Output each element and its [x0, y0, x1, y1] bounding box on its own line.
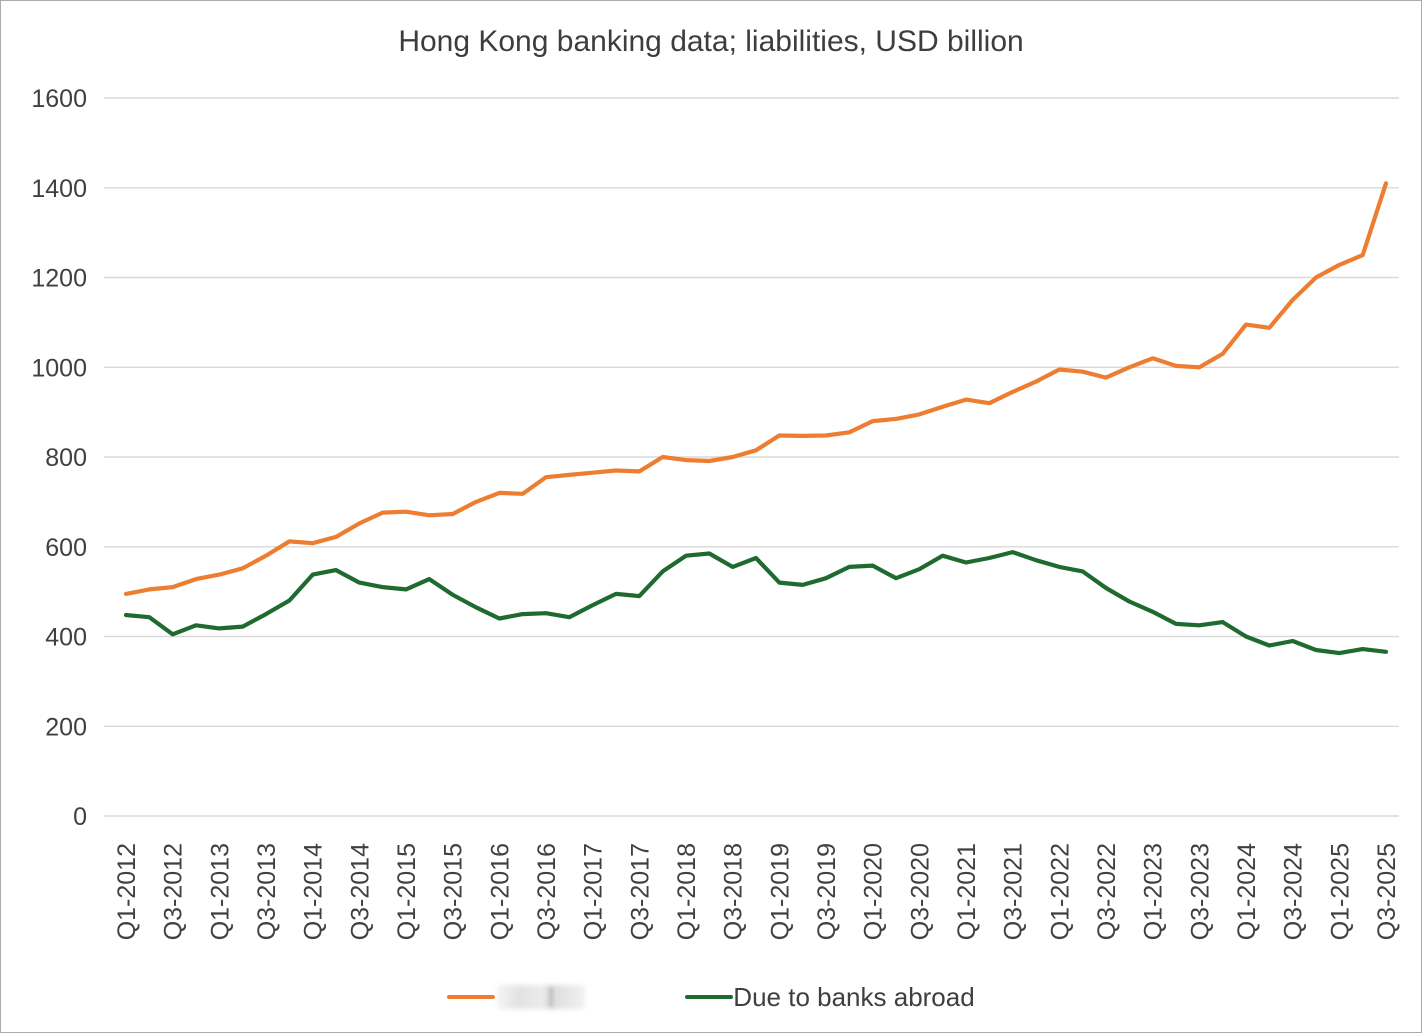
y-axis-tick-label: 1400 [31, 175, 87, 203]
x-axis-tick-label: Q3-2021 [1000, 843, 1028, 940]
x-axis-tick-label: Q1-2025 [1326, 843, 1354, 940]
x-axis-tick-label: Q3-2024 [1280, 843, 1308, 940]
x-axis-tick-label: Q1-2014 [300, 843, 328, 940]
y-axis-tick-label: 0 [73, 803, 87, 831]
x-axis-tick-label: Q1-2020 [860, 843, 888, 940]
legend: Due to banks abroad [1, 984, 1421, 1010]
x-axis-tick-label: Q3-2012 [160, 843, 188, 940]
x-axis-tick-label: Q1-2024 [1233, 843, 1261, 940]
x-axis-tick-label: Q3-2013 [253, 843, 281, 940]
x-axis-tick-label: Q1-2015 [393, 843, 421, 940]
x-axis-tick-label: Q3-2019 [813, 843, 841, 940]
legend-swatch-series1 [447, 995, 496, 999]
series-line-2 [123, 549, 1389, 656]
y-axis-tick-label: 1200 [31, 265, 87, 293]
x-axis-tick-label: Q1-2017 [580, 843, 608, 940]
x-axis-tick-label: Q1-2018 [673, 843, 701, 940]
x-axis-tick-label: Q1-2023 [1140, 843, 1168, 940]
x-axis-tick-label: Q3-2022 [1093, 843, 1121, 940]
y-axis-tick-label: 400 [45, 624, 87, 652]
x-axis-tick-label: Q1-2012 [113, 843, 141, 940]
x-axis-tick-label: Q3-2018 [720, 843, 748, 940]
chart-title: Hong Kong banking data; liabilities, USD… [398, 25, 1024, 58]
x-axis-tick-label: Q3-2017 [626, 843, 654, 940]
x-axis-tick-label: Q3-2016 [533, 843, 561, 940]
x-axis-tick-label: Q1-2013 [206, 843, 234, 940]
x-axis-tick-label: Q1-2019 [766, 843, 794, 940]
x-axis-tick-label: Q1-2022 [1046, 843, 1074, 940]
x-axis-tick-label: Q3-2025 [1373, 843, 1401, 940]
y-axis-tick-label: 1000 [31, 354, 87, 382]
legend-label-redacted [497, 985, 586, 1009]
y-axis-tick-label: 800 [45, 444, 87, 472]
x-axis-tick-label: Q3-2020 [906, 843, 934, 940]
x-axis-tick-label: Q1-2016 [486, 843, 514, 940]
y-axis-tick-label: 200 [45, 713, 87, 741]
y-axis-tick-label: 600 [45, 534, 87, 562]
x-axis-tick-label: Q3-2014 [346, 843, 374, 940]
legend-swatch-series2 [685, 995, 734, 999]
series-line-1 [123, 181, 1389, 597]
y-axis-tick-label: 1600 [31, 85, 87, 113]
x-axis-tick-label: Q3-2023 [1186, 843, 1214, 940]
legend-label-series2: Due to banks abroad [733, 982, 975, 1012]
x-axis-tick-label: Q3-2015 [440, 843, 468, 940]
redaction-artifact [550, 987, 553, 1007]
x-axis-tick-label: Q1-2021 [953, 843, 981, 940]
